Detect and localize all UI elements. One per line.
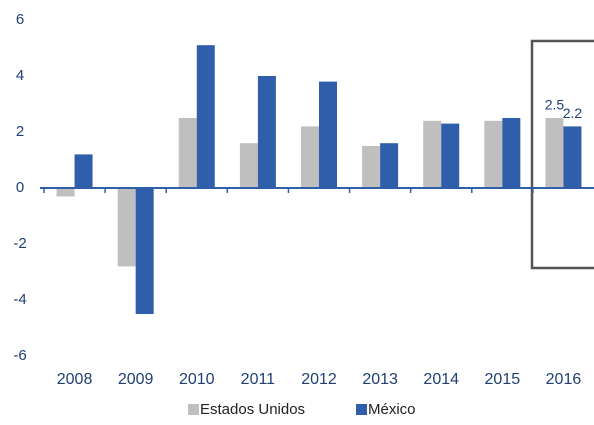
x-tick-label: 2012 — [301, 371, 337, 388]
bar — [117, 188, 136, 267]
y-tick-label: -2 — [13, 235, 26, 252]
bar — [484, 120, 503, 188]
legend-label: México — [368, 401, 416, 418]
highlight-box — [530, 39, 594, 270]
value-label: 2.2 — [563, 105, 583, 121]
bar — [362, 146, 381, 188]
y-tick-label: -6 — [13, 347, 26, 364]
x-tick-label: 2013 — [362, 371, 398, 388]
legend-swatch — [356, 404, 367, 415]
bar — [301, 126, 319, 188]
y-tick-label: 4 — [16, 67, 24, 84]
x-tick-label: 2010 — [179, 371, 215, 388]
bar — [56, 188, 75, 197]
bar — [196, 45, 215, 189]
y-tick-label: 0 — [16, 179, 24, 196]
legend-label: Estados Unidos — [200, 401, 305, 418]
bar — [178, 118, 197, 188]
x-tick-label: 2015 — [485, 371, 521, 388]
y-tick-label: 2 — [16, 123, 24, 140]
bar — [545, 118, 564, 188]
x-tick-label: 2016 — [546, 371, 582, 388]
bar — [563, 126, 582, 188]
bar — [380, 143, 399, 188]
x-tick-label: 2009 — [118, 371, 154, 388]
bar — [319, 81, 337, 188]
bar — [74, 154, 93, 188]
bar — [441, 123, 460, 188]
legend-swatch — [188, 404, 199, 415]
bar — [257, 76, 276, 188]
value-label: 2.5 — [545, 97, 565, 113]
bar — [135, 188, 154, 314]
y-tick-label: 6 — [16, 11, 24, 28]
x-tick-label: 2011 — [241, 371, 276, 388]
bar — [502, 118, 521, 188]
bar — [423, 120, 442, 188]
bar — [239, 143, 258, 188]
x-tick-label: 2008 — [57, 371, 93, 388]
y-tick-label: -4 — [13, 291, 26, 308]
x-tick-label: 2014 — [423, 371, 459, 388]
